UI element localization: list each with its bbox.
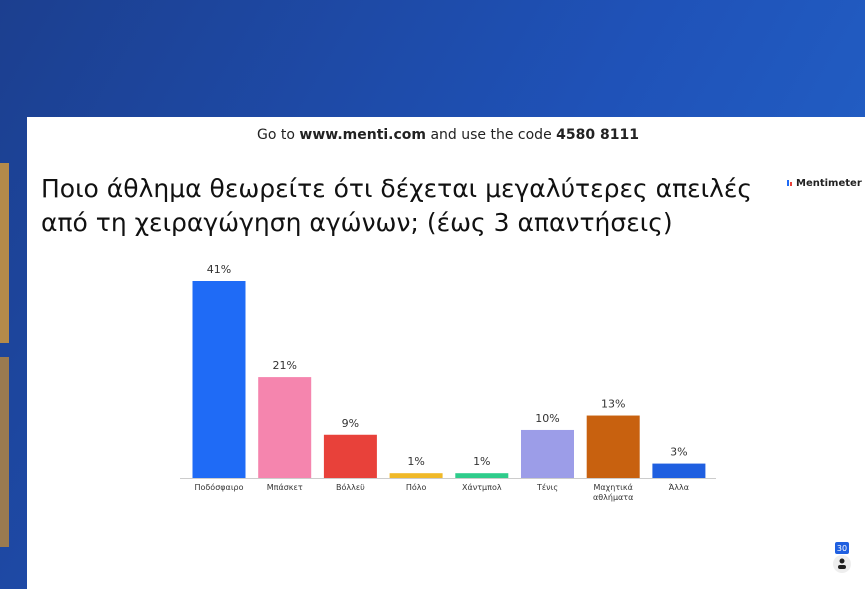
bar [258, 377, 312, 478]
x-tick-label: Πόλο [405, 483, 427, 492]
value-label: 41% [207, 263, 231, 276]
bar [521, 429, 574, 478]
instruction-text: and use the code [430, 127, 551, 143]
x-tick-label: Ποδόσφαιρο [194, 483, 244, 492]
chart-title: Ποιο άθλημα θεωρείτε ότι δέχεται μεγαλύτ… [41, 174, 752, 203]
value-label: 3% [670, 446, 687, 459]
x-tick-label: Τένις [536, 483, 559, 492]
bar [586, 415, 640, 478]
participant-icon [838, 565, 846, 569]
chart-title: από τη χειραγώγηση αγώνων; (έως 3 απαντή… [41, 208, 673, 237]
side-thumbnail [0, 357, 9, 547]
participant-count: 30 [837, 544, 847, 553]
x-tick-label: Χάντμπολ [462, 483, 502, 492]
brand: Mentimeter [796, 178, 862, 189]
participant-icon-bg [833, 555, 851, 573]
bar [389, 473, 443, 478]
bar [192, 281, 246, 478]
side-thumbnail [0, 163, 9, 343]
value-label: 9% [342, 417, 359, 430]
participant-icon [839, 558, 845, 564]
url: www.menti.com [299, 127, 426, 143]
bar [323, 434, 377, 478]
brand-icon [787, 180, 789, 186]
brand-icon [790, 182, 792, 186]
value-label: 21% [272, 359, 296, 372]
value-label: 13% [601, 398, 625, 411]
code: 4580 8111 [556, 127, 639, 143]
bar [455, 473, 509, 478]
value-label: 1% [473, 455, 490, 468]
value-label: 10% [535, 412, 559, 425]
x-tick-label: Βόλλεϋ [335, 483, 365, 492]
bar [652, 463, 706, 478]
instruction: Go to www.menti.com and use the code 458… [257, 127, 639, 143]
slide [27, 117, 865, 589]
participant-badge [835, 542, 849, 554]
x-tick-label: Άλλα [668, 483, 690, 492]
value-label: 1% [407, 455, 424, 468]
x-tick-label: Μαχητικά αθλήματα [592, 483, 634, 502]
x-tick-label: Μπάσκετ [266, 483, 303, 492]
instruction-text: Go to [257, 127, 295, 143]
